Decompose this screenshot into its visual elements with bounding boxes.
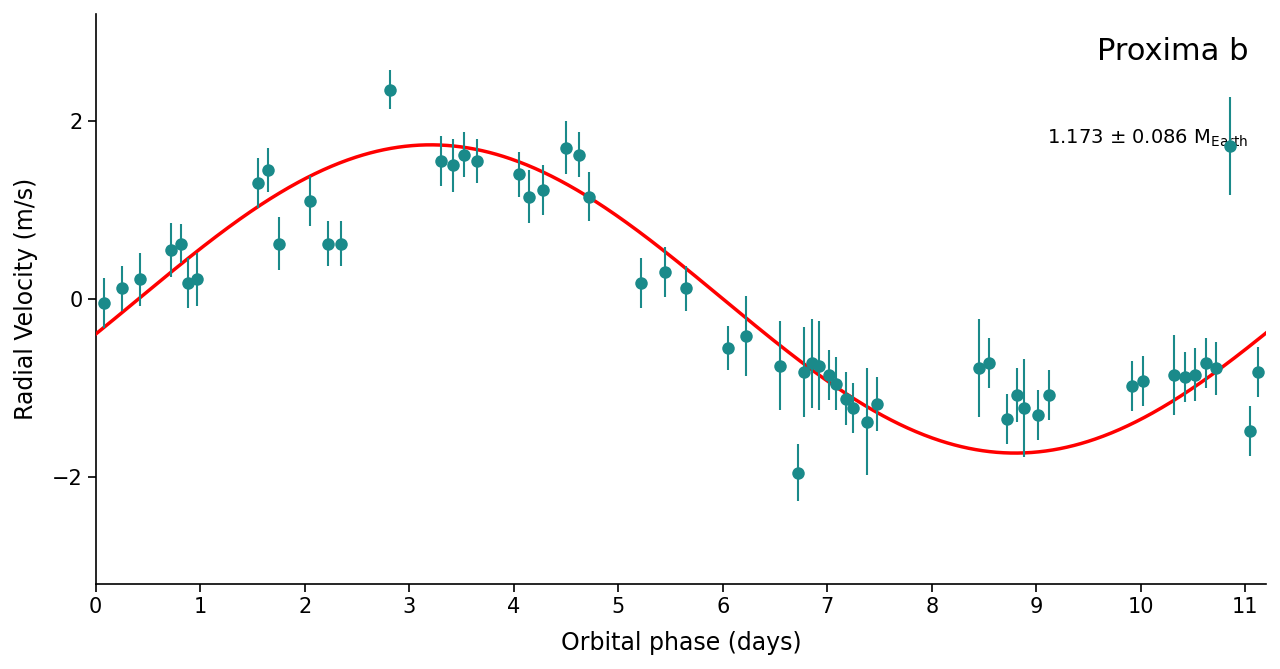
X-axis label: Orbital phase (days): Orbital phase (days) [561, 631, 801, 655]
Y-axis label: Radial Velocity (m/s): Radial Velocity (m/s) [14, 178, 38, 420]
Text: 1.173 $\pm$ 0.086 M$_{\mathregular{Earth}}$: 1.173 $\pm$ 0.086 M$_{\mathregular{Earth… [1047, 128, 1248, 149]
Text: Proxima b: Proxima b [1097, 37, 1248, 66]
